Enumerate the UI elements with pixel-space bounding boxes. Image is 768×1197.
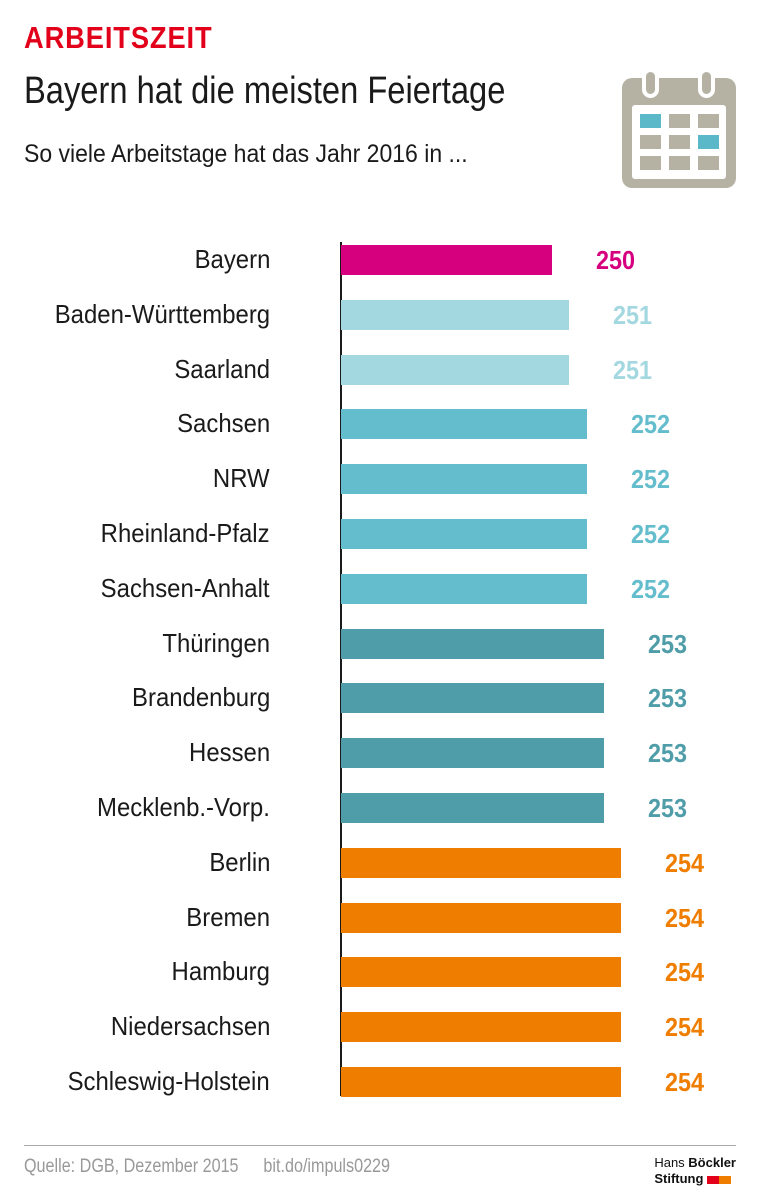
data-label: 252 [630,519,670,549]
bar [341,573,587,604]
data-label: 254 [665,847,705,878]
data-label: 250 [596,245,636,275]
chart-subtitle: So viele Arbeitstage hat das Jahr 2016 i… [24,140,468,168]
hans-boeckler-logo: Hans Böckler Stiftung [654,1155,736,1187]
source-link[interactable]: bit.do/impuls0229 [263,1156,391,1177]
data-label: 253 [647,738,688,769]
logo-text: Hans [654,1155,689,1170]
category-label: Rheinland-Pfalz [101,518,270,548]
bar [341,628,604,659]
bar [341,245,553,275]
data-label: 254 [665,1012,705,1043]
category-label: Thüringen [162,627,270,658]
chart-title: Bayern hat die meisten Feiertage [24,70,506,112]
data-label: 254 [665,957,705,988]
data-label: 252 [630,573,670,604]
data-label: 252 [630,464,670,495]
logo-text: Stiftung [654,1171,704,1186]
data-label: 253 [647,793,688,823]
bar-chart: Bayern 250 Baden-Württemberg 251 Saarland 251… [0,230,768,1100]
category-label: Mecklenb.-Vorp. [97,792,270,822]
bar [341,738,604,769]
bar [341,683,604,714]
bar [341,299,570,330]
data-label: 251 [613,299,653,330]
footer-divider [24,1145,736,1146]
data-label: 254 [665,1067,705,1097]
bar [341,1067,622,1097]
y-axis-line [340,242,342,1096]
data-label: 253 [647,628,688,659]
source-note: Quelle: DGB, Dezember 2015 bit.do/impuls… [24,1156,410,1178]
category-label: Sachsen-Anhalt [101,572,270,603]
category-label: NRW [213,463,270,494]
kicker: ARBEITSZEIT [24,20,213,55]
calendar-icon [622,70,736,188]
data-label: 254 [665,902,705,933]
category-label: Hamburg [171,956,270,987]
category-label: Baden-Württemberg [54,298,270,329]
bar [341,793,604,823]
data-label: 253 [647,683,688,714]
category-label: Bayern [194,244,270,274]
category-label: Brandenburg [131,682,270,713]
bar [341,847,622,878]
category-label: Bremen [186,901,270,932]
bar [341,957,622,988]
category-label: Berlin [208,846,270,877]
logo-text: Böckler [688,1155,736,1170]
bar [341,464,587,495]
category-label: Sachsen [176,408,270,439]
bar [341,409,587,440]
data-label: 251 [613,354,653,385]
bar [341,519,587,549]
category-label: Niedersachsen [110,1011,270,1042]
bar [341,902,622,933]
bar [341,1012,622,1043]
category-label: Schleswig-Holstein [67,1066,270,1096]
data-label: 252 [630,409,670,440]
category-label: Saarland [174,353,270,384]
source-text: Quelle: DGB, Dezember 2015 [24,1156,239,1177]
bar [341,354,570,385]
category-label: Hessen [188,737,270,768]
